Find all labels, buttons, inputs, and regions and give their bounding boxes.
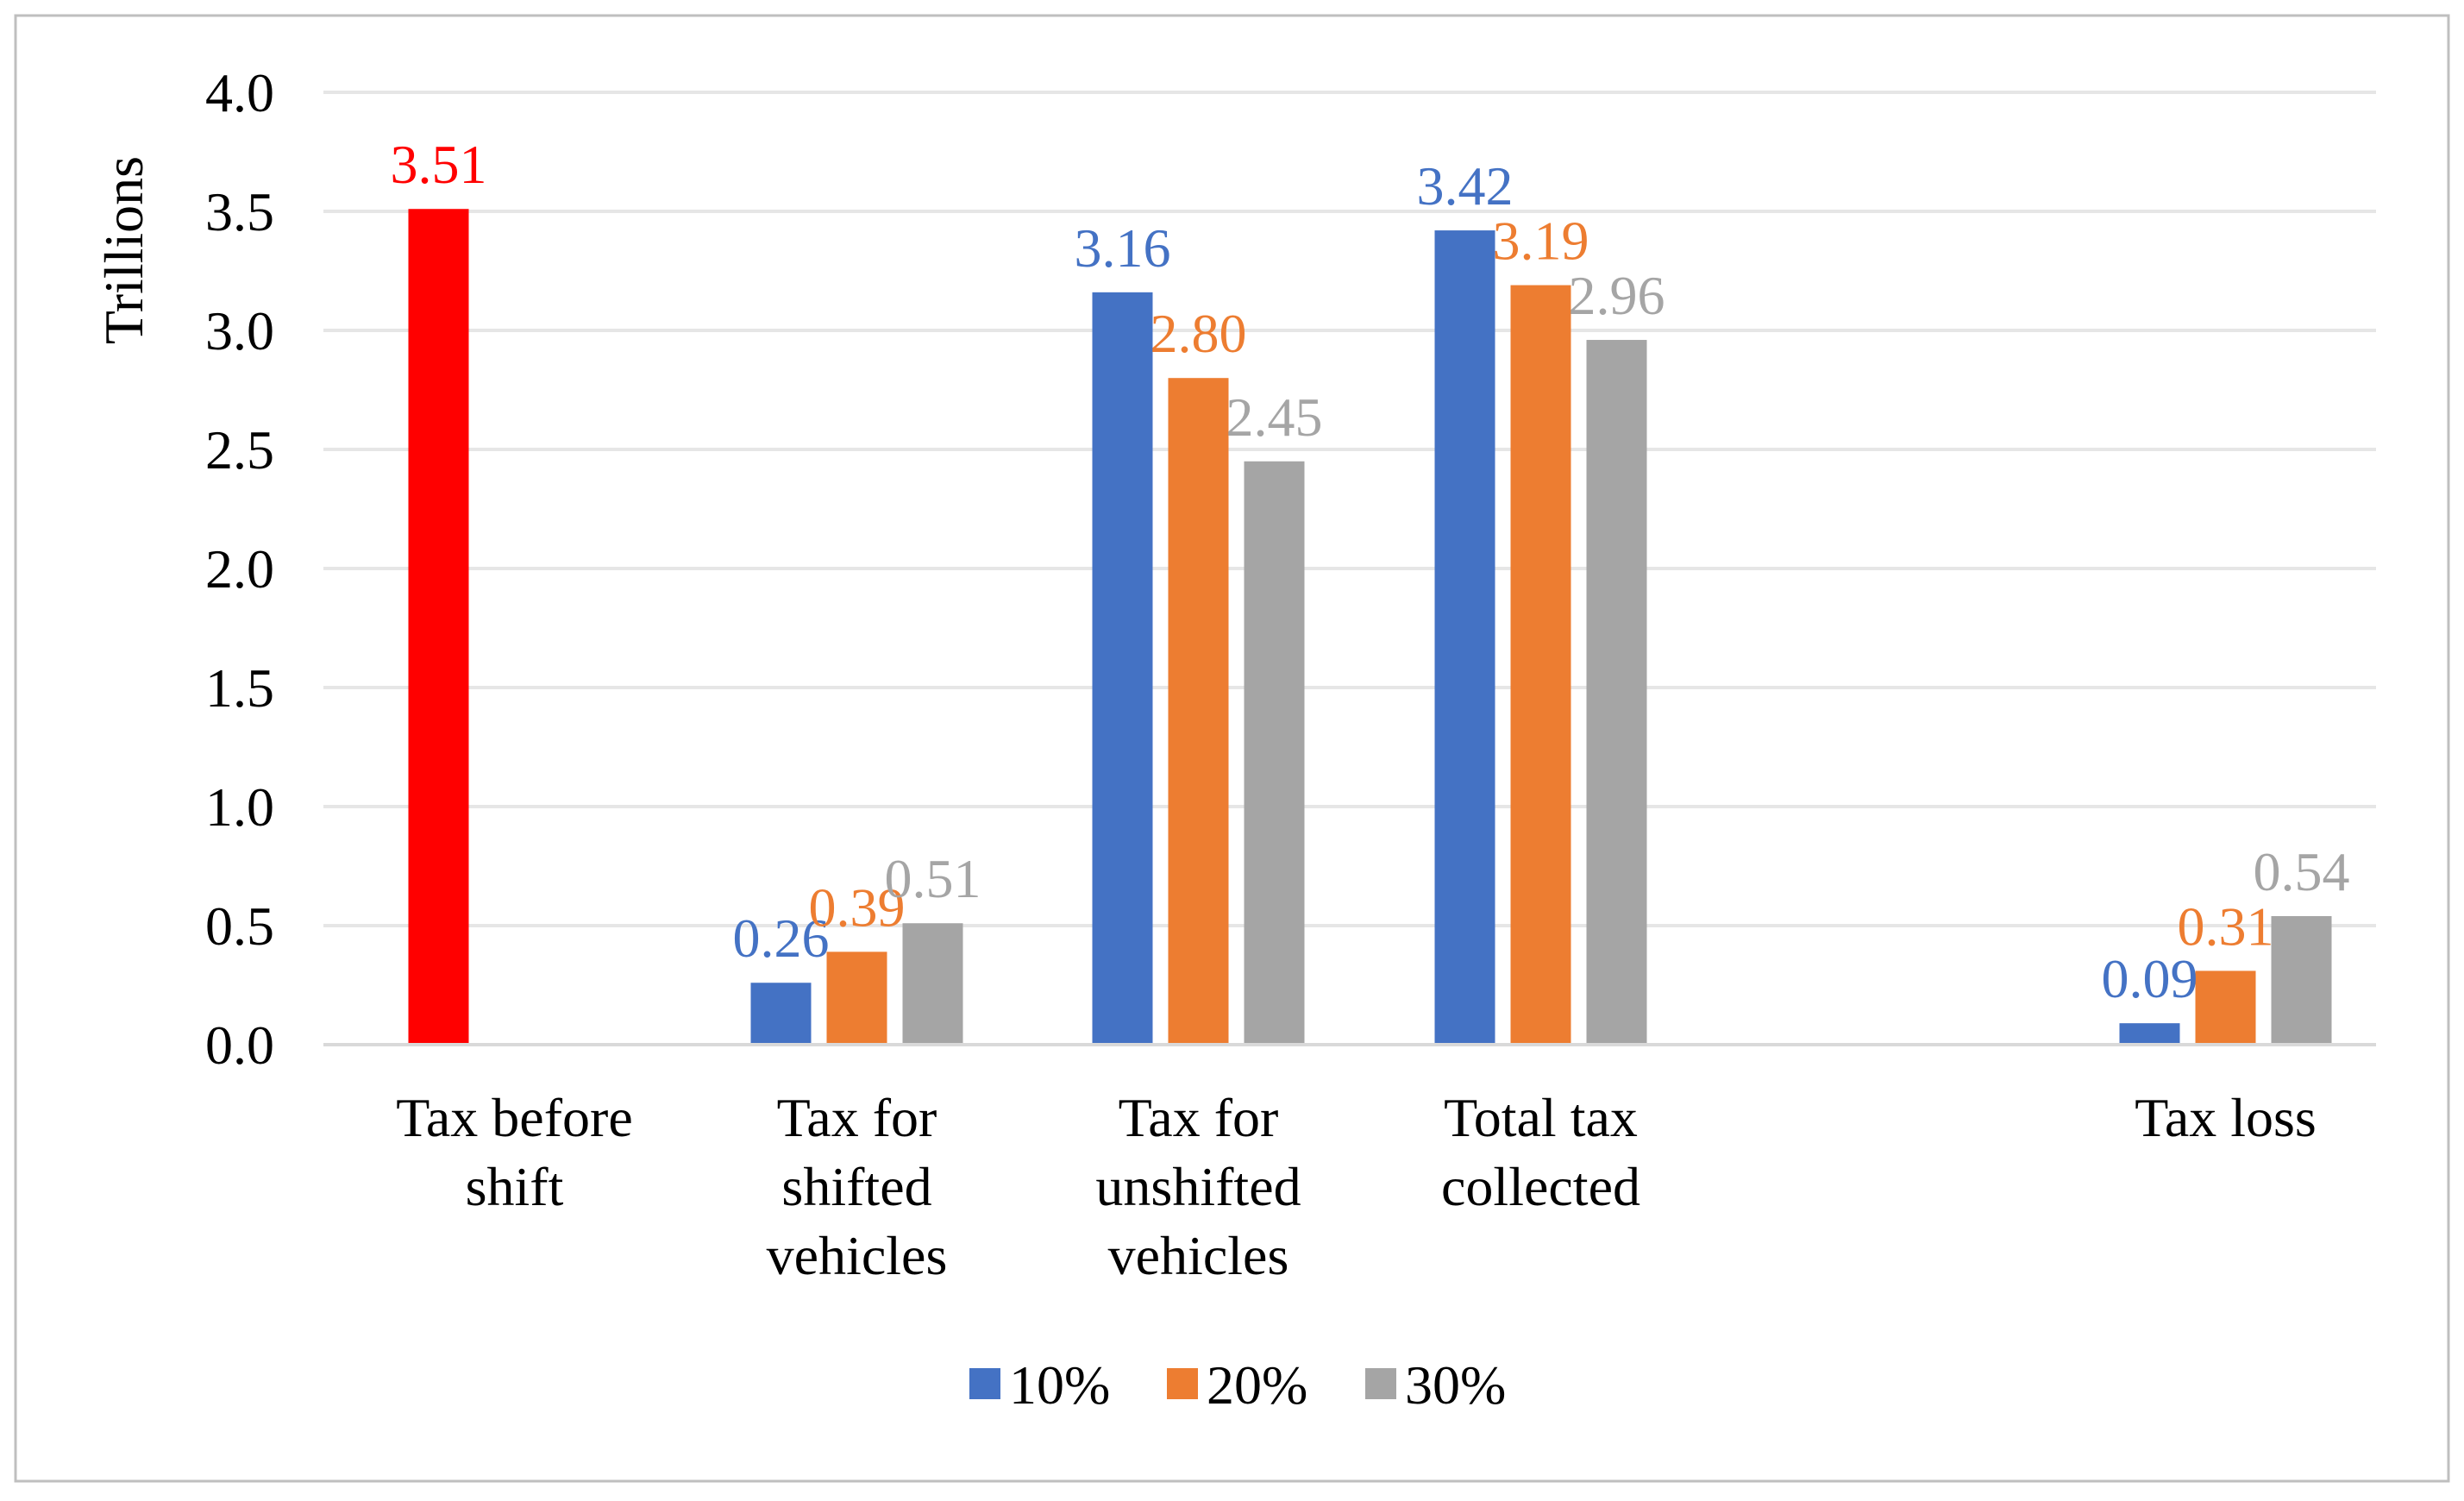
legend-label: 10%: [1009, 1354, 1110, 1416]
x-category-label-line: Tax before: [396, 1087, 632, 1148]
data-label: 3.42: [1417, 155, 1514, 217]
x-category-label-line: shift: [466, 1156, 564, 1217]
x-category-label-line: Total tax: [1444, 1087, 1638, 1148]
x-category-label-line: Tax loss: [2135, 1087, 2317, 1148]
x-category-label-line: vehicles: [1108, 1225, 1289, 1286]
bar: [1092, 292, 1153, 1046]
data-label: 0.26: [733, 908, 830, 969]
x-category-label-line: shifted: [781, 1156, 931, 1217]
gridlines: [323, 91, 2376, 927]
data-label: 0.09: [2102, 948, 2198, 1009]
bar: [1168, 378, 1229, 1045]
bar: [1510, 285, 1571, 1045]
x-category-label-line: Tax for: [777, 1087, 937, 1148]
data-label: 3.51: [391, 134, 487, 195]
x-category-label: Tax before shift: [396, 1087, 632, 1217]
bar: [826, 951, 887, 1045]
legend: 10% 20% 30%: [969, 1354, 1506, 1416]
y-tick-label: 2.0: [205, 538, 274, 600]
data-label: 0.54: [2254, 841, 2350, 902]
x-category-label: Tax loss: [2135, 1087, 2317, 1148]
x-category-label: Tax for unshifted vehicles: [1095, 1087, 1301, 1286]
y-axis-title: Trillions: [93, 156, 154, 344]
data-label: 0.31: [2178, 895, 2274, 957]
bar: [2119, 1023, 2180, 1045]
y-tick-label: 1.5: [205, 657, 274, 719]
x-category-label: Tax for shifted vehicles: [767, 1087, 948, 1286]
y-tick-label: 0.0: [205, 1014, 274, 1076]
data-labels: 3.51 0.260.390.51 3.16 2.80 2.45 3.423.192.96…: [391, 134, 2350, 1009]
x-category-label-line: Tax for: [1119, 1087, 1279, 1148]
x-category-label-line: collected: [1441, 1156, 1640, 1217]
data-label: 2.80: [1150, 303, 1247, 364]
bar: [750, 983, 812, 1045]
x-category-label-line: unshifted: [1095, 1156, 1301, 1217]
y-tick-label: 3.5: [205, 181, 274, 242]
y-tick-label: 1.0: [205, 776, 274, 838]
y-tick-label: 3.0: [205, 300, 274, 361]
legend-label: 20%: [1207, 1354, 1307, 1416]
data-label: 2.45: [1226, 386, 1323, 448]
bar: [1434, 230, 1495, 1046]
bar: [2271, 915, 2332, 1045]
legend-swatch: [1167, 1368, 1198, 1399]
legend-swatch: [969, 1368, 1000, 1399]
data-label: 0.39: [809, 876, 906, 938]
bar: [1586, 340, 1647, 1045]
data-label: 2.96: [1569, 265, 1665, 326]
y-axis-ticks: 0.0 0.5 1.0 1.5 2.0 2.5 3.0 3.5 4.0: [205, 62, 274, 1076]
bar: [2195, 970, 2256, 1045]
bar: [1244, 461, 1305, 1045]
bar: [902, 923, 963, 1045]
y-tick-label: 0.5: [205, 895, 274, 957]
y-tick-label: 2.5: [205, 419, 274, 480]
data-label: 0.51: [885, 848, 981, 909]
legend-swatch: [1365, 1368, 1396, 1399]
x-category-label: Total tax collected: [1441, 1087, 1640, 1217]
data-label: 3.19: [1493, 210, 1589, 272]
x-category-label-line: vehicles: [767, 1225, 948, 1286]
y-tick-label: 4.0: [205, 62, 274, 123]
legend-label: 30%: [1405, 1354, 1506, 1416]
data-label: 3.16: [1075, 217, 1171, 279]
bar: [408, 209, 469, 1046]
bars: [408, 209, 2332, 1046]
